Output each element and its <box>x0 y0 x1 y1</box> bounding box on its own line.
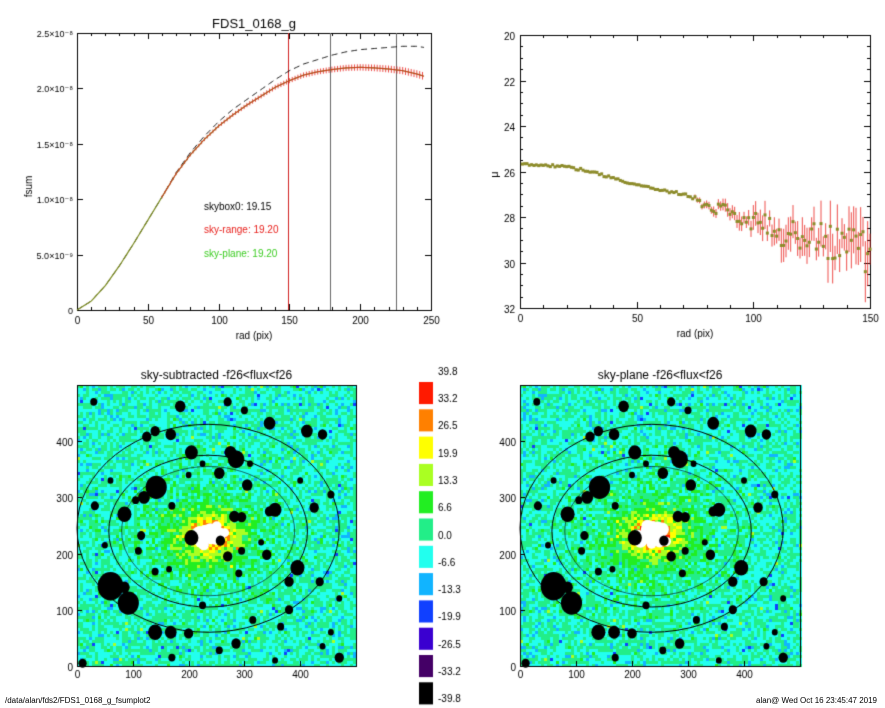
timestamp-label: alan@ Wed Oct 16 23:45:47 2019 <box>756 696 877 705</box>
file-path-label: /data/alan/fds2/FDS1_0168_g_fsumplot2 <box>5 696 151 705</box>
